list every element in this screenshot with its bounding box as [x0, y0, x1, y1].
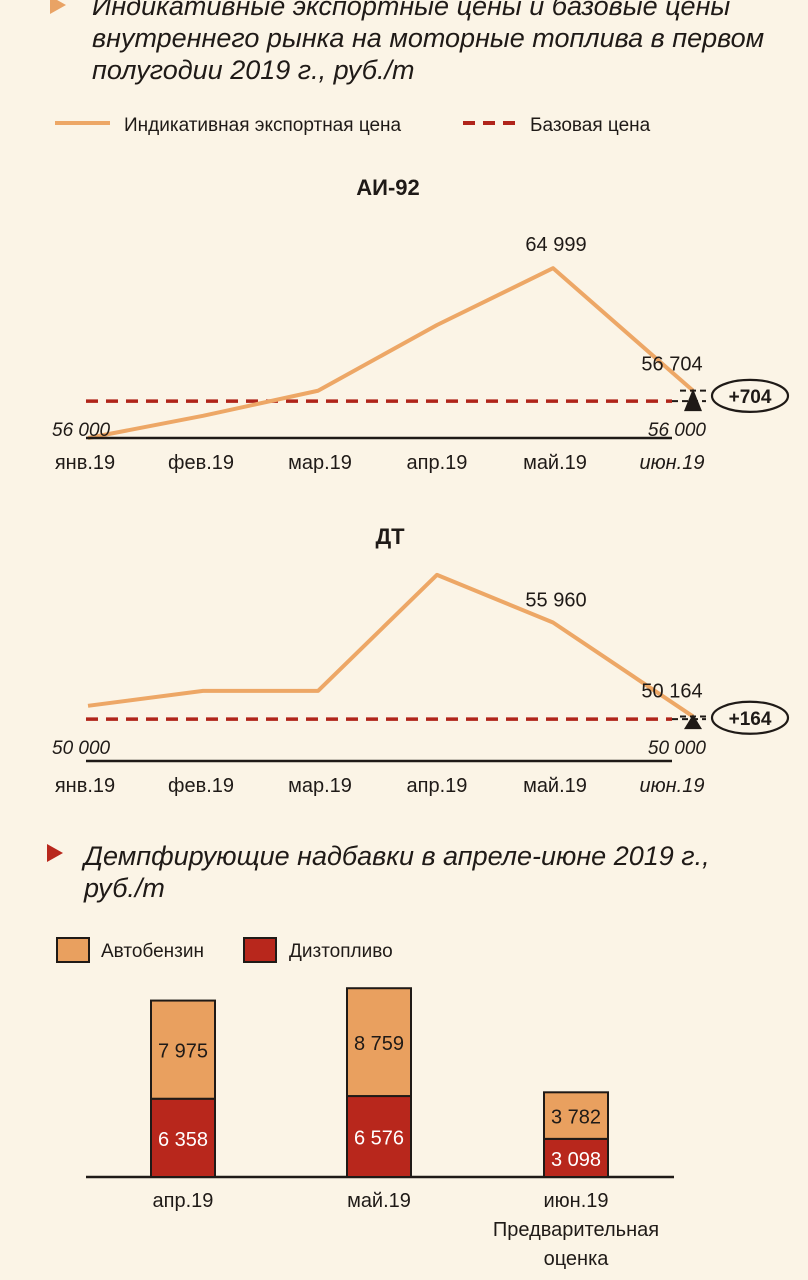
bar-gasoline-2 — [543, 1091, 609, 1140]
bar-category-label-2: июн.19 — [543, 1190, 608, 1212]
base-label-right-ai92: 56 000 — [648, 420, 707, 441]
bar-gasoline-label-1: 8 759 — [354, 1033, 404, 1055]
legend-gasoline-swatch — [56, 937, 90, 963]
x-tick-label-ai92-5: июн.19 — [640, 452, 705, 474]
bar-category-note-2-0: Предварительная — [493, 1219, 659, 1241]
legend-diesel-swatch — [243, 937, 277, 963]
base-label-left-ai92: 56 000 — [52, 420, 111, 441]
x-tick-label-ai92-4: май.19 — [523, 452, 587, 474]
value-label-ai92-4: 64 999 — [525, 234, 586, 256]
x-tick-label-dt-5: июн.19 — [640, 775, 705, 797]
base-label-left-dt: 50 000 — [52, 738, 111, 759]
difference-badge-dt — [710, 700, 790, 735]
difference-arrow-icon-ai92 — [684, 388, 702, 412]
value-label-dt-5: 50 164 — [641, 680, 702, 702]
bar-gasoline-label-2: 3 782 — [551, 1107, 601, 1129]
chart-title-dt: ДТ — [375, 524, 405, 549]
bar-gasoline-1 — [346, 987, 412, 1098]
value-label-dt-4: 55 960 — [525, 590, 586, 612]
legend-gasoline-label: Автобензин — [101, 941, 204, 962]
legend-diesel-label: Дизтопливо — [289, 941, 393, 962]
title-marker-icon — [50, 0, 66, 14]
chart-title: Индикативные экспортные цены и базовые ц… — [92, 0, 765, 85]
x-tick-label-ai92-3: апр.19 — [407, 452, 468, 474]
x-tick-label-dt-3: апр.19 — [407, 775, 468, 797]
bar-diesel-0 — [150, 1097, 216, 1179]
x-tick-label-ai92-2: мар.19 — [288, 452, 352, 474]
value-label-ai92-5: 56 704 — [641, 354, 702, 376]
difference-label-dt: +164 — [729, 709, 772, 730]
x-tick-label-dt-2: мар.19 — [288, 775, 352, 797]
bar-category-label-1: май.19 — [347, 1190, 411, 1212]
difference-arrow-icon-dt — [684, 714, 702, 730]
x-tick-label-ai92-1: фев.19 — [168, 452, 234, 474]
difference-badge-ai92 — [710, 378, 790, 413]
export-price-line-dt — [87, 572, 695, 719]
bar-gasoline-label-0: 7 975 — [158, 1041, 208, 1063]
x-tick-label-dt-0: янв.19 — [55, 775, 115, 797]
line-chart-dt: ДТ +164 50 000 50 000 55 960 50 164 янв.19 фев.… — [52, 524, 790, 797]
bar-diesel-label-0: 6 358 — [158, 1129, 208, 1151]
x-tick-label-dt-4: май.19 — [523, 775, 587, 797]
bar-gasoline-0 — [150, 999, 216, 1100]
section2-title: Демпфирующие надбавки в апреле-июне 2019… — [84, 841, 710, 903]
x-tick-label-dt-1: фев.19 — [168, 775, 234, 797]
export-price-line-ai92 — [87, 266, 695, 440]
section2-marker-icon — [47, 844, 63, 862]
bar-category-note-2-1: оценка — [544, 1248, 610, 1270]
chart-title-ai92: АИ-92 — [356, 175, 420, 200]
legend-export-label: Индикативная экспортная цена — [124, 115, 402, 136]
x-tick-label-ai92-0: янв.19 — [55, 452, 115, 474]
bar-diesel-label-2: 3 098 — [551, 1149, 601, 1171]
bar-category-label-0: апр.19 — [153, 1190, 214, 1212]
line-chart-ai92: АИ-92 +704 56 000 56 000 64 999 56 704 янв.19 ф… — [52, 175, 790, 474]
difference-label-ai92: +704 — [729, 387, 772, 408]
bar-diesel-label-1: 6 576 — [354, 1128, 404, 1150]
legend-base-label: Базовая цена — [530, 115, 651, 136]
bar-diesel-2 — [543, 1137, 609, 1179]
bar-diesel-1 — [346, 1095, 412, 1178]
base-label-right-dt: 50 000 — [648, 738, 707, 759]
bar-chart-damper: 6 358 7 975 апр.19 6 576 8 759 май.19 3 098 3 7… — [86, 987, 674, 1270]
